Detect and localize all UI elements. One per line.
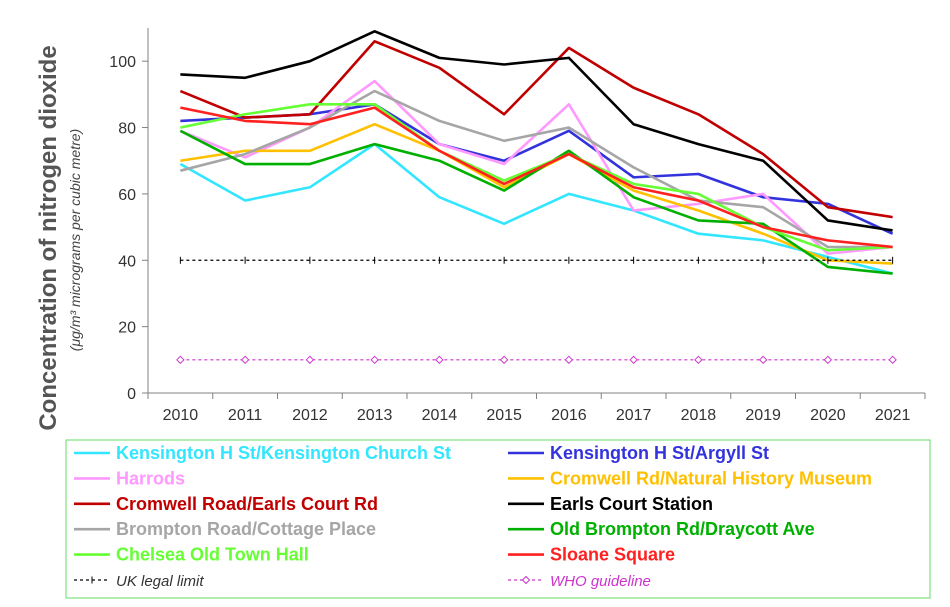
legend-label-cromwell-road-earls-court-rd: Cromwell Road/Earls Court Rd <box>116 494 378 514</box>
series-line-chelsea-old-town-hall <box>180 103 893 252</box>
legend: Kensington H St/Kensington Church St Kens… <box>65 439 931 599</box>
legend-label-old-brompton-rd-draycott-ave: Old Brompton Rd/Draycott Ave <box>550 519 815 539</box>
series-marker <box>629 355 638 365</box>
series-marker <box>888 355 897 365</box>
series-line-old-brompton-rd-draycott-ave <box>179 129 893 275</box>
series-marker <box>499 355 509 365</box>
x-tick-label: 2020 <box>810 407 846 424</box>
y-tick-label: 40 <box>118 253 136 270</box>
x-tick-label: 2017 <box>616 407 652 424</box>
y-tick-label: 80 <box>118 121 136 138</box>
y-axis-title-group: Concentration of nitrogen dioxide (μg/m³… <box>35 45 83 430</box>
series-line-kensington-h-st-kensington-church-st <box>179 142 893 275</box>
x-tick-label: 2013 <box>357 407 393 424</box>
y-tick-label: 0 <box>127 386 136 403</box>
x-tick-label: 2021 <box>875 407 911 424</box>
legend-label-cromwell-rd-natural-history-museum: Cromwell Rd/Natural History Museum <box>550 468 872 488</box>
series-marker <box>370 355 379 365</box>
y-axis-title: Concentration of nitrogen dioxide <box>35 45 62 430</box>
y-axis-subtitle: (μg/m³ micrograms per cubic metre) <box>67 129 83 351</box>
legend-label-sloane-square: Sloane Square <box>550 545 675 565</box>
x-tick-label: 2014 <box>422 407 458 424</box>
series-marker <box>435 355 444 365</box>
series-line-cromwell-road-earls-court-rd <box>179 39 893 219</box>
series-line-brompton-road-cottage-place <box>180 89 893 249</box>
series-marker <box>694 355 703 365</box>
legend-label-kensington-h-st-kensington-church-st: Kensington H St/Kensington Church St <box>116 443 451 463</box>
legend-label-kensington-h-st-argyll-st: Kensington H St/Argyll St <box>550 443 769 463</box>
x-tick-label: 2015 <box>486 407 522 424</box>
legend-box <box>65 439 931 599</box>
series-line-sloane-square <box>180 106 893 249</box>
y-tick-label: 100 <box>109 54 136 71</box>
x-tick-label: 2012 <box>292 407 328 424</box>
y-tick-label: 60 <box>118 187 136 204</box>
legend-label-uk-legal-limit: UK legal limit <box>116 573 204 590</box>
legend-label-earls-court-station: Earls Court Station <box>550 494 713 514</box>
x-tick-label: 2018 <box>681 407 717 424</box>
series-marker <box>240 355 250 365</box>
legend-label-harrods: Harrods <box>116 468 185 488</box>
series-marker <box>564 355 574 365</box>
legend-marker <box>521 575 531 585</box>
series-marker <box>305 355 315 365</box>
series-line-earls-court-station <box>180 30 893 232</box>
series-marker <box>176 355 185 365</box>
x-tick-label: 2016 <box>551 407 587 424</box>
series-marker <box>823 355 833 365</box>
legend-label-chelsea-old-town-hall: Chelsea Old Town Hall <box>116 545 309 565</box>
plot-area: 0 20 40 60 80 100 2010 2011 2012 2013 2014 2015 2016… <box>109 28 926 424</box>
y-tick-label: 20 <box>118 320 136 337</box>
legend-label-brompton-road-cottage-place: Brompton Road/Cottage Place <box>116 519 376 539</box>
x-tick-label: 2019 <box>745 407 781 424</box>
legend-label-who-guideline: WHO guideline <box>550 573 651 590</box>
series-marker <box>758 355 768 365</box>
x-tick-label: 2010 <box>163 407 199 424</box>
x-tick-label: 2011 <box>228 407 263 424</box>
